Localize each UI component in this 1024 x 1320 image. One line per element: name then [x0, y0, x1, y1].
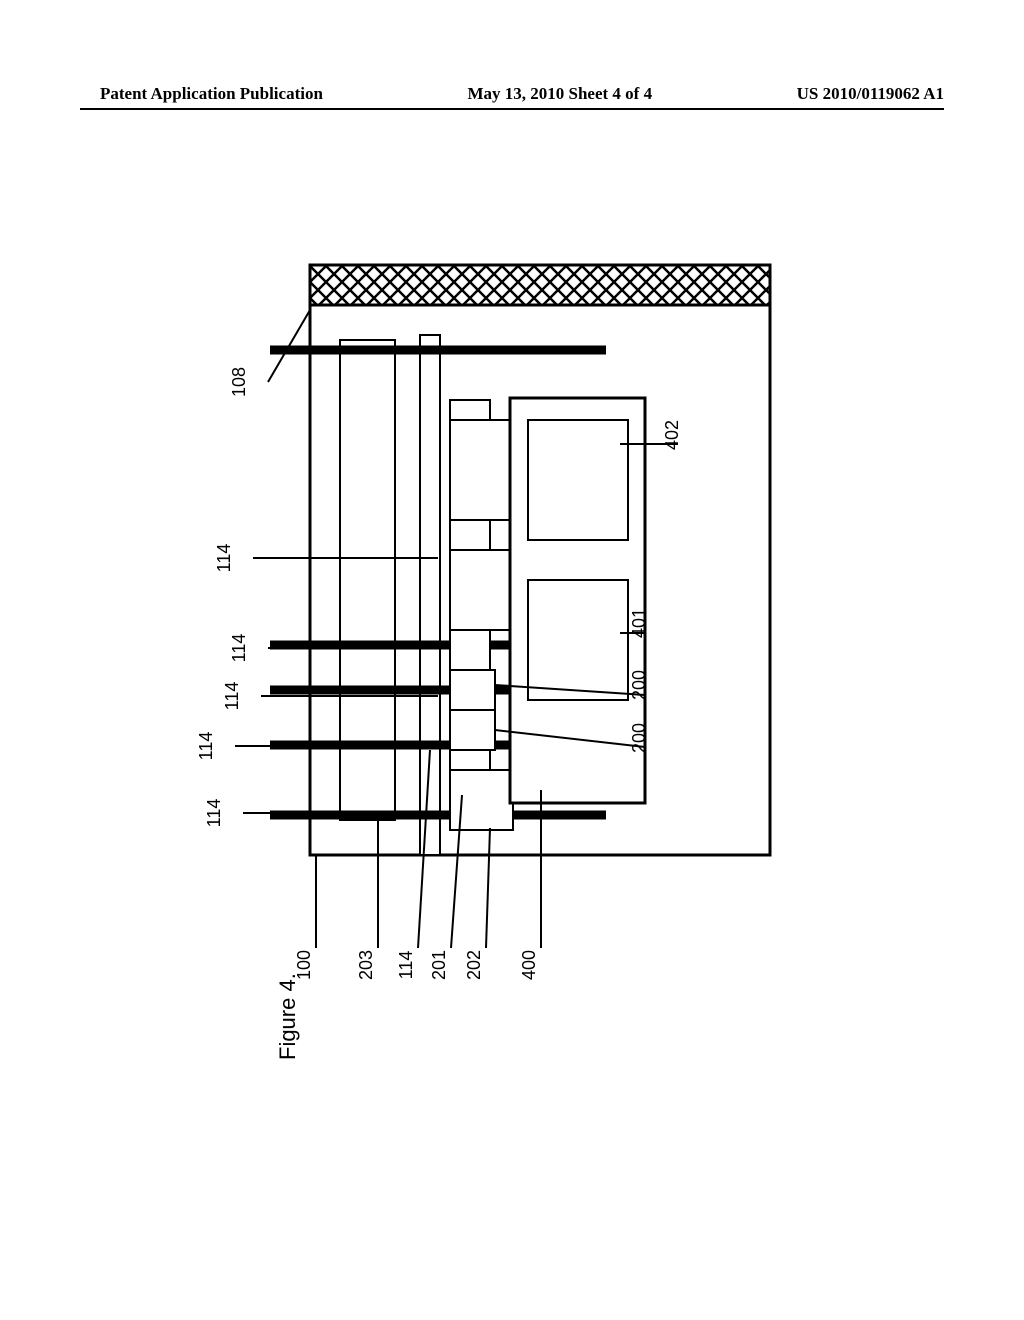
svg-text:114: 114 [222, 682, 242, 711]
svg-text:108: 108 [229, 367, 249, 397]
svg-text:114: 114 [214, 544, 234, 573]
svg-text:114: 114 [396, 951, 416, 980]
svg-text:400: 400 [519, 950, 539, 980]
svg-text:401: 401 [629, 608, 649, 638]
header-center: May 13, 2010 Sheet 4 of 4 [467, 84, 652, 104]
figure-area: 1141141141141141081002031142012024002002… [190, 210, 790, 1110]
header-left: Patent Application Publication [100, 84, 323, 104]
page-header: Patent Application Publication May 13, 2… [0, 84, 1024, 104]
svg-text:402: 402 [662, 420, 682, 450]
svg-text:203: 203 [356, 950, 376, 980]
patent-figure: 1141141141141141081002031142012024002002… [190, 210, 790, 1110]
svg-text:114: 114 [196, 732, 216, 761]
svg-text:114: 114 [229, 634, 249, 663]
svg-text:Figure 4.: Figure 4. [275, 973, 300, 1060]
svg-text:200: 200 [629, 670, 649, 700]
svg-text:114: 114 [204, 799, 224, 828]
header-right: US 2010/0119062 A1 [797, 84, 944, 104]
header-underline [80, 108, 944, 110]
svg-text:201: 201 [429, 950, 449, 980]
svg-text:202: 202 [464, 950, 484, 980]
svg-text:200: 200 [629, 723, 649, 753]
